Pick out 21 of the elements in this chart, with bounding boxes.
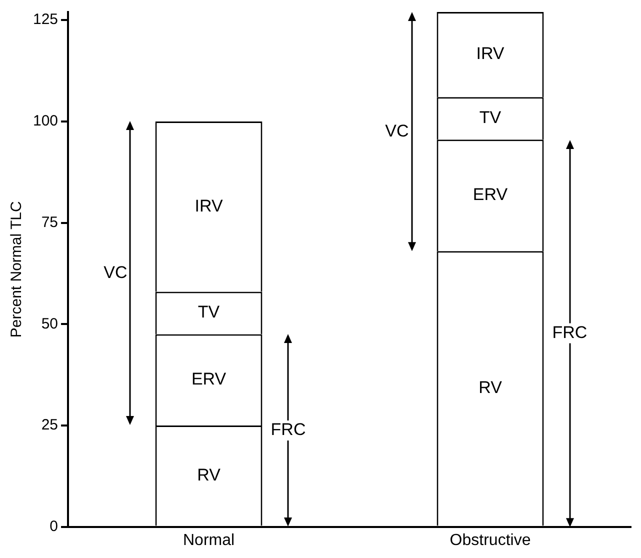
- series-label: ERV: [191, 370, 227, 389]
- y-tick-label: 75: [41, 214, 58, 231]
- annotation: FRC: [552, 322, 588, 342]
- text: RV: [478, 378, 502, 398]
- y-axis-title: Percent Normal TLC: [8, 201, 26, 338]
- y-tick-label: 0: [50, 518, 58, 535]
- text: TV: [198, 302, 220, 322]
- text: IRV: [194, 196, 223, 216]
- series-label: IRV: [476, 44, 505, 64]
- y-tick-label: 50: [41, 315, 58, 332]
- text: ERV: [472, 185, 508, 204]
- x-tick-label: Normal: [182, 532, 235, 549]
- annotation: VC: [104, 263, 128, 282]
- y-tick-label: 125: [32, 11, 58, 28]
- annotation: VC: [385, 121, 409, 140]
- y-tick-label: 25: [41, 416, 58, 434]
- series-label: TV: [479, 108, 502, 128]
- y-tick-label: 100: [32, 112, 58, 130]
- annotation: FRC: [270, 420, 306, 440]
- series-label: RV: [197, 465, 222, 484]
- x-tick-label: Obstructive: [450, 532, 531, 549]
